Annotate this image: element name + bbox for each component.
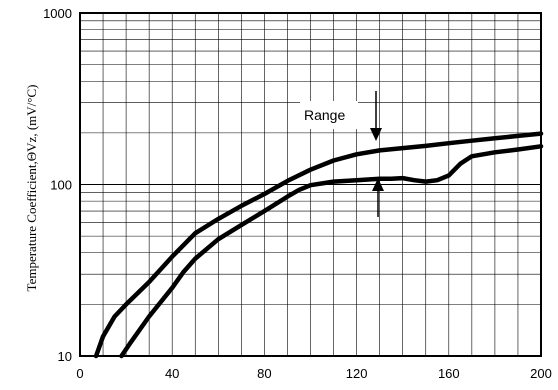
x-tick-label: 120 — [346, 366, 368, 381]
y-tick-label: 100 — [50, 178, 72, 193]
x-tick-label: 80 — [257, 366, 271, 381]
y-tick-label: 10 — [58, 349, 72, 364]
range-label-box — [300, 101, 358, 129]
series-group — [93, 131, 544, 359]
range-label: Range — [304, 107, 345, 123]
x-tick-label: 40 — [165, 366, 179, 381]
upper-range-curve — [93, 131, 544, 359]
x-tick-label: 200 — [530, 366, 552, 381]
x-tick-label: 0 — [76, 366, 83, 381]
lower-range-curve — [119, 144, 544, 359]
x-tick-label: 160 — [438, 366, 460, 381]
y-tick-labels: 10 100 1000 — [43, 6, 72, 364]
up-arrow-icon — [372, 178, 384, 217]
y-axis-label: Temperature Coefficient,ΘVz, (mV/°C) — [24, 85, 39, 292]
y-tick-label: 1000 — [43, 6, 72, 21]
down-arrow-icon — [370, 91, 382, 141]
plot-frame — [79, 12, 542, 357]
x-tick-labels: 0 40 80 120 160 200 — [76, 366, 551, 381]
range-annotation: Range — [300, 91, 384, 217]
